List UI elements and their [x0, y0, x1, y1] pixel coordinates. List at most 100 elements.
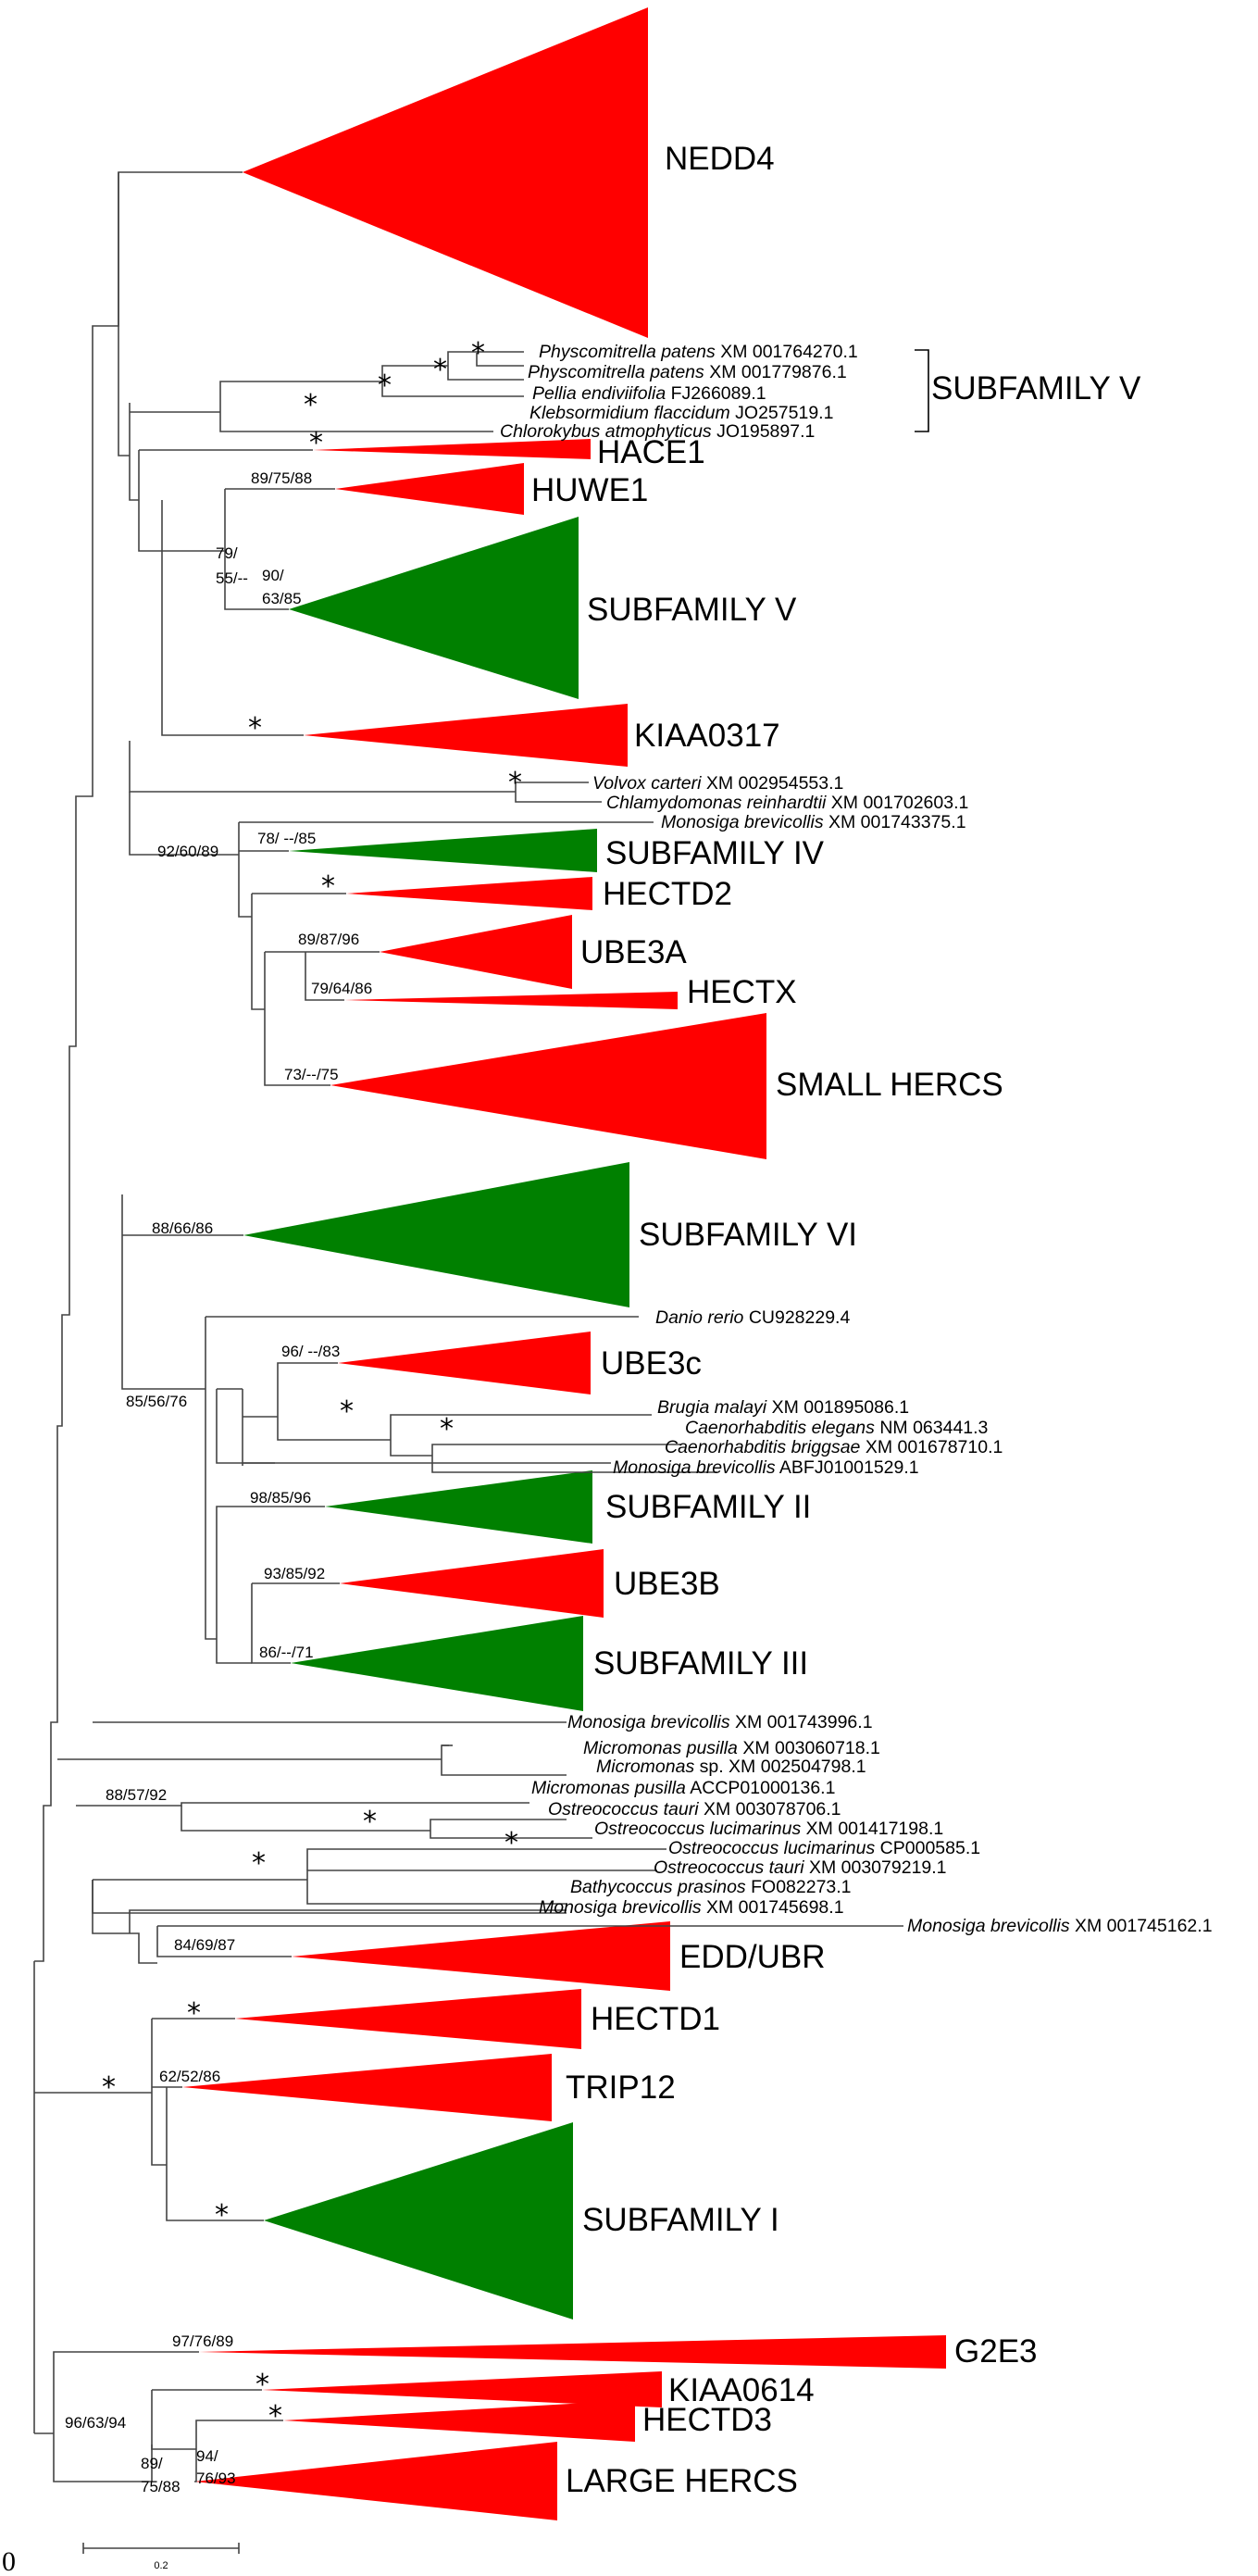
support-star: *	[440, 1413, 454, 1445]
support-star: *	[508, 767, 522, 799]
support-value: 79/64/86	[311, 980, 372, 997]
taxon-label: Ostreococcus lucimarinus CP000585.1	[668, 1838, 980, 1858]
clade-triangle-hectd1	[235, 1989, 581, 2049]
clade-label-hectd2: HECTD2	[603, 876, 732, 912]
support-star: *	[378, 369, 392, 402]
clade-label-subfamily-i: SUBFAMILY I	[582, 2202, 779, 2238]
taxon-label: Ostreococcus tauri XM 003079219.1	[654, 1857, 947, 1878]
clade-label-subfamily-iii: SUBFAMILY III	[593, 1645, 808, 1682]
support-value: 75/88	[141, 2478, 181, 2495]
support-star: *	[363, 1806, 377, 1838]
clade-label-subfamily-ii: SUBFAMILY II	[605, 1489, 811, 1525]
support-value: 89/	[141, 2455, 163, 2472]
clade-label-kiaa0317: KIAA0317	[634, 718, 780, 754]
clade-triangle-subfamily-ii	[325, 1470, 592, 1544]
clade-triangle-subfamily-iv	[289, 829, 597, 872]
support-star: *	[504, 1827, 518, 1859]
support-star: *	[102, 2071, 116, 2104]
support-star: *	[340, 1395, 354, 1428]
taxon-label: Ostreococcus tauri XM 003078706.1	[548, 1799, 841, 1819]
taxon-label: Chlamydomonas reinhardtii XM 001702603.1	[606, 793, 968, 813]
taxon-label: Monosiga brevicollis XM 001745698.1	[539, 1897, 844, 1918]
support-value: 79/	[216, 544, 238, 562]
support-value: 89/87/96	[298, 931, 359, 948]
scale-bar: 0.2	[82, 2543, 240, 2571]
taxon-label: Caenorhabditis briggsae XM 001678710.1	[665, 1437, 1003, 1457]
clade-triangle-subfamily-v	[289, 517, 579, 699]
taxon-label: Chlorokybus atmophyticus JO195897.1	[500, 421, 815, 442]
support-value: 78/ --/85	[257, 830, 316, 847]
clade-triangle-hectd2	[346, 877, 592, 910]
clade-triangle-hectx	[344, 992, 678, 1009]
clade-triangle-kiaa0317	[304, 704, 628, 767]
clade-triangle-kiaa0614	[262, 2371, 662, 2407]
clade-label-ube3b: UBE3B	[614, 1566, 720, 1602]
support-star: *	[268, 2400, 282, 2432]
bracket-label-subfamily-v: SUBFAMILY V	[931, 370, 1141, 406]
taxon-label: Physcomitrella patens XM 001779876.1	[528, 362, 847, 382]
clade-triangle-hectd3	[283, 2400, 635, 2442]
clade-label-hectd3: HECTD3	[642, 2402, 772, 2438]
clade-label-huwe1: HUWE1	[531, 472, 648, 508]
clade-triangle-subfamily-i	[264, 2122, 573, 2320]
clade-triangle-edd-ubr	[292, 1921, 670, 1991]
clade-triangle-hace1	[313, 439, 591, 459]
support-value: 88/57/92	[106, 1786, 167, 1804]
taxon-label: Micromonas sp. XM 002504798.1	[596, 1757, 866, 1777]
support-value: 97/76/89	[172, 2332, 233, 2350]
support-value: 94/	[196, 2447, 218, 2465]
taxon-label: Danio rerio CU928229.4	[655, 1307, 850, 1328]
support-star: *	[248, 712, 262, 744]
taxon-label: Pellia endiviifolia FJ266089.1	[532, 383, 766, 404]
support-star: *	[255, 2369, 269, 2401]
corner-mark: 0	[2, 2546, 16, 2576]
clade-label-edd-ubr: EDD/UBR	[679, 1939, 826, 1975]
support-star: *	[252, 1847, 266, 1880]
clade-triangle-small-hercs	[330, 1013, 766, 1159]
support-star: *	[309, 427, 323, 459]
clade-label-hectx: HECTX	[687, 974, 797, 1010]
support-star: *	[471, 337, 485, 369]
taxon-label: Monosiga brevicollis XM 001743375.1	[661, 812, 966, 832]
clade-triangle-subfamily-vi	[243, 1162, 629, 1307]
taxon-label: Monosiga brevicollis ABFJ01001529.1	[613, 1457, 919, 1478]
support-value: 73/--/75	[284, 1066, 339, 1083]
taxon-label: Caenorhabditis elegans NM 063441.3	[685, 1418, 988, 1438]
clade-triangle-nedd4	[243, 7, 648, 338]
support-star: *	[321, 870, 335, 903]
clade-label-hace1: HACE1	[597, 434, 705, 470]
clade-triangle-g2e3	[199, 2335, 946, 2369]
support-star: *	[187, 1997, 201, 2030]
clade-triangle-ube3c	[338, 1332, 591, 1394]
support-value: 90/	[262, 567, 284, 584]
clade-label-large-hercs: LARGE HERCS	[566, 2463, 798, 2499]
subfamily-v-bracket	[915, 349, 929, 432]
support-value: 98/85/96	[250, 1489, 311, 1507]
support-value: 84/69/87	[174, 1936, 235, 1954]
clade-triangle-ube3a	[380, 915, 572, 989]
tree-branches	[33, 171, 903, 2482]
clade-triangle-subfamily-iii	[291, 1616, 583, 1711]
taxon-label: Volvox carteri XM 002954553.1	[592, 773, 843, 794]
clade-label-trip12: TRIP12	[566, 2070, 676, 2106]
taxon-label: Klebsormidium flaccidum JO257519.1	[529, 403, 833, 423]
clade-label-g2e3: G2E3	[954, 2333, 1038, 2370]
support-value: 96/63/94	[65, 2414, 126, 2432]
support-star: *	[433, 354, 447, 386]
clade-label-hectd1: HECTD1	[591, 2001, 720, 2037]
taxon-label: Physcomitrella patens XM 001764270.1	[539, 342, 858, 362]
taxon-label: Micromonas pusilla ACCP01000136.1	[531, 1778, 835, 1798]
scale-bar-label: 0.2	[154, 2560, 168, 2571]
clade-label-small-hercs: SMALL HERCS	[776, 1067, 1003, 1103]
support-value: 85/56/76	[126, 1393, 187, 1410]
clade-label-subfamily-v: SUBFAMILY V	[587, 592, 797, 628]
support-value: 92/60/89	[157, 843, 218, 860]
clade-label-nedd4: NEDD4	[665, 141, 775, 177]
support-star: *	[304, 389, 318, 421]
taxon-label: Micromonas pusilla XM 003060718.1	[583, 1738, 880, 1758]
taxon-label: Monosiga brevicollis XM 001745162.1	[907, 1916, 1213, 1936]
clade-triangle-large-hercs	[194, 2442, 557, 2520]
clade-triangle-huwe1	[335, 463, 524, 515]
taxon-label: Ostreococcus lucimarinus XM 001417198.1	[594, 1819, 943, 1839]
